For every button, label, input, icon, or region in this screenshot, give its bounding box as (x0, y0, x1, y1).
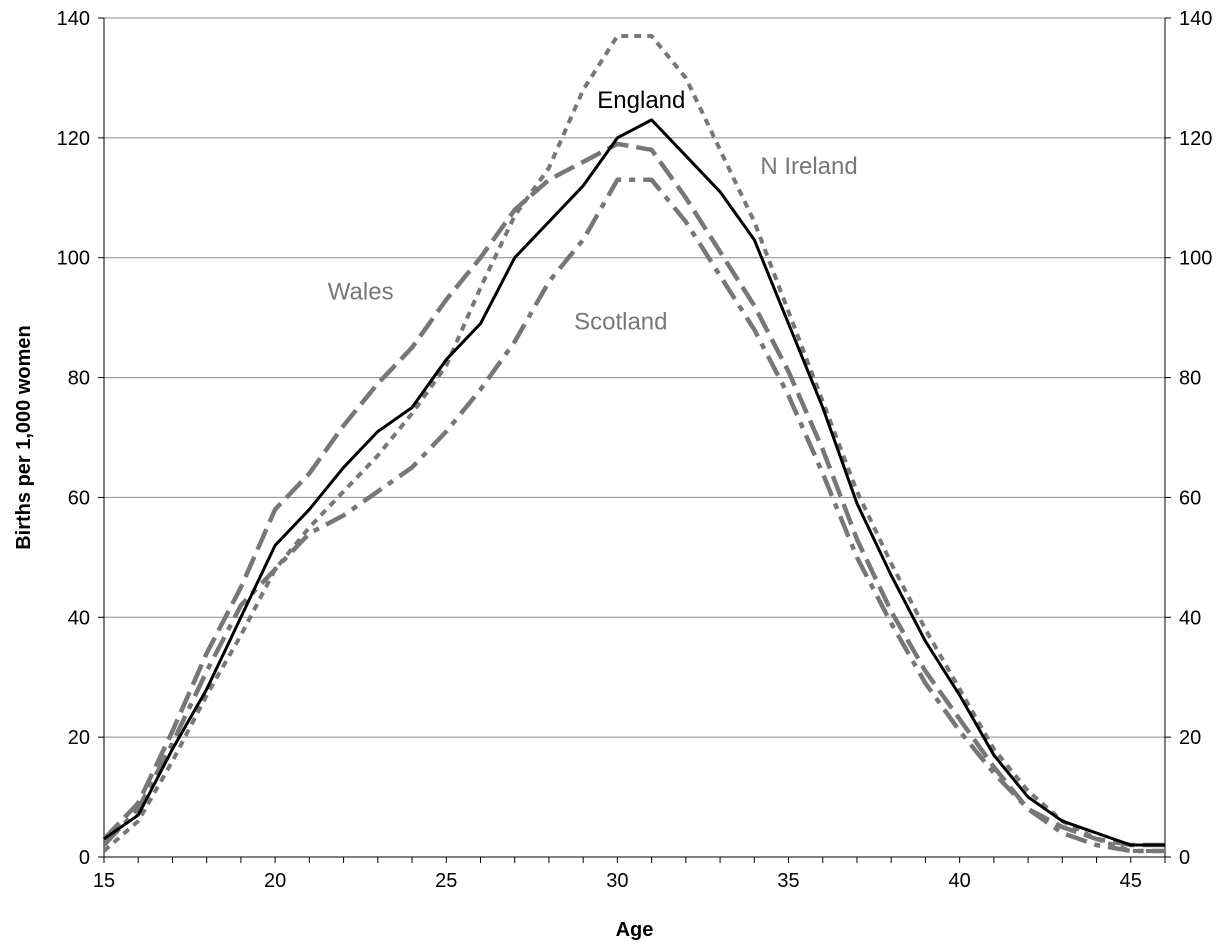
y-tick-label-right: 60 (1179, 487, 1201, 509)
x-tick-label: 35 (777, 870, 799, 892)
y-tick-label-left: 0 (79, 847, 90, 869)
y-tick-label-left: 60 (68, 487, 90, 509)
annotation-wales: Wales (328, 279, 394, 306)
x-tick-label: 15 (93, 870, 115, 892)
series-line-wales (102, 141, 1165, 848)
y-tick-label-left: 40 (68, 607, 90, 629)
y-tick-label-right: 120 (1179, 128, 1212, 150)
annotation-n-ireland: N Ireland (760, 153, 857, 180)
annotations: England N Ireland Wales Scotland (328, 87, 858, 336)
y-axis-title: Births per 1,000 women (13, 325, 35, 550)
series-line-england (103, 118, 1165, 847)
grid-lines (104, 17, 1165, 738)
x-axis-title: Age (616, 919, 654, 941)
y-tick-label-right: 20 (1179, 727, 1201, 749)
series-line-scotland (102, 177, 1165, 854)
x-tick-label: 40 (949, 870, 971, 892)
y-tick-label-left: 100 (57, 248, 90, 270)
axes: 0 0 20 20 40 40 60 60 80 80 100 100 120 120 140 140 15 20… (57, 8, 1213, 892)
x-tick-label: 45 (1120, 870, 1142, 892)
x-tick-label: 20 (264, 870, 286, 892)
y-tick-label-left: 20 (68, 727, 90, 749)
y-tick-label-right: 80 (1179, 368, 1201, 390)
y-tick-label-right: 0 (1179, 847, 1190, 869)
y-tick-label-right: 100 (1179, 248, 1212, 270)
x-tick-label: 30 (606, 870, 628, 892)
y-tick-label-right: 140 (1179, 8, 1212, 30)
y-tick-label-right: 40 (1179, 607, 1201, 629)
annotation-england: England (597, 87, 685, 114)
y-tick-label-left: 140 (57, 8, 90, 30)
y-tick-label-left: 120 (57, 128, 90, 150)
series-line-n-ireland (102, 33, 1165, 854)
y-tick-label-left: 80 (68, 368, 90, 390)
annotation-scotland: Scotland (574, 309, 667, 336)
x-tick-label: 25 (435, 870, 457, 892)
series-group (102, 33, 1165, 854)
